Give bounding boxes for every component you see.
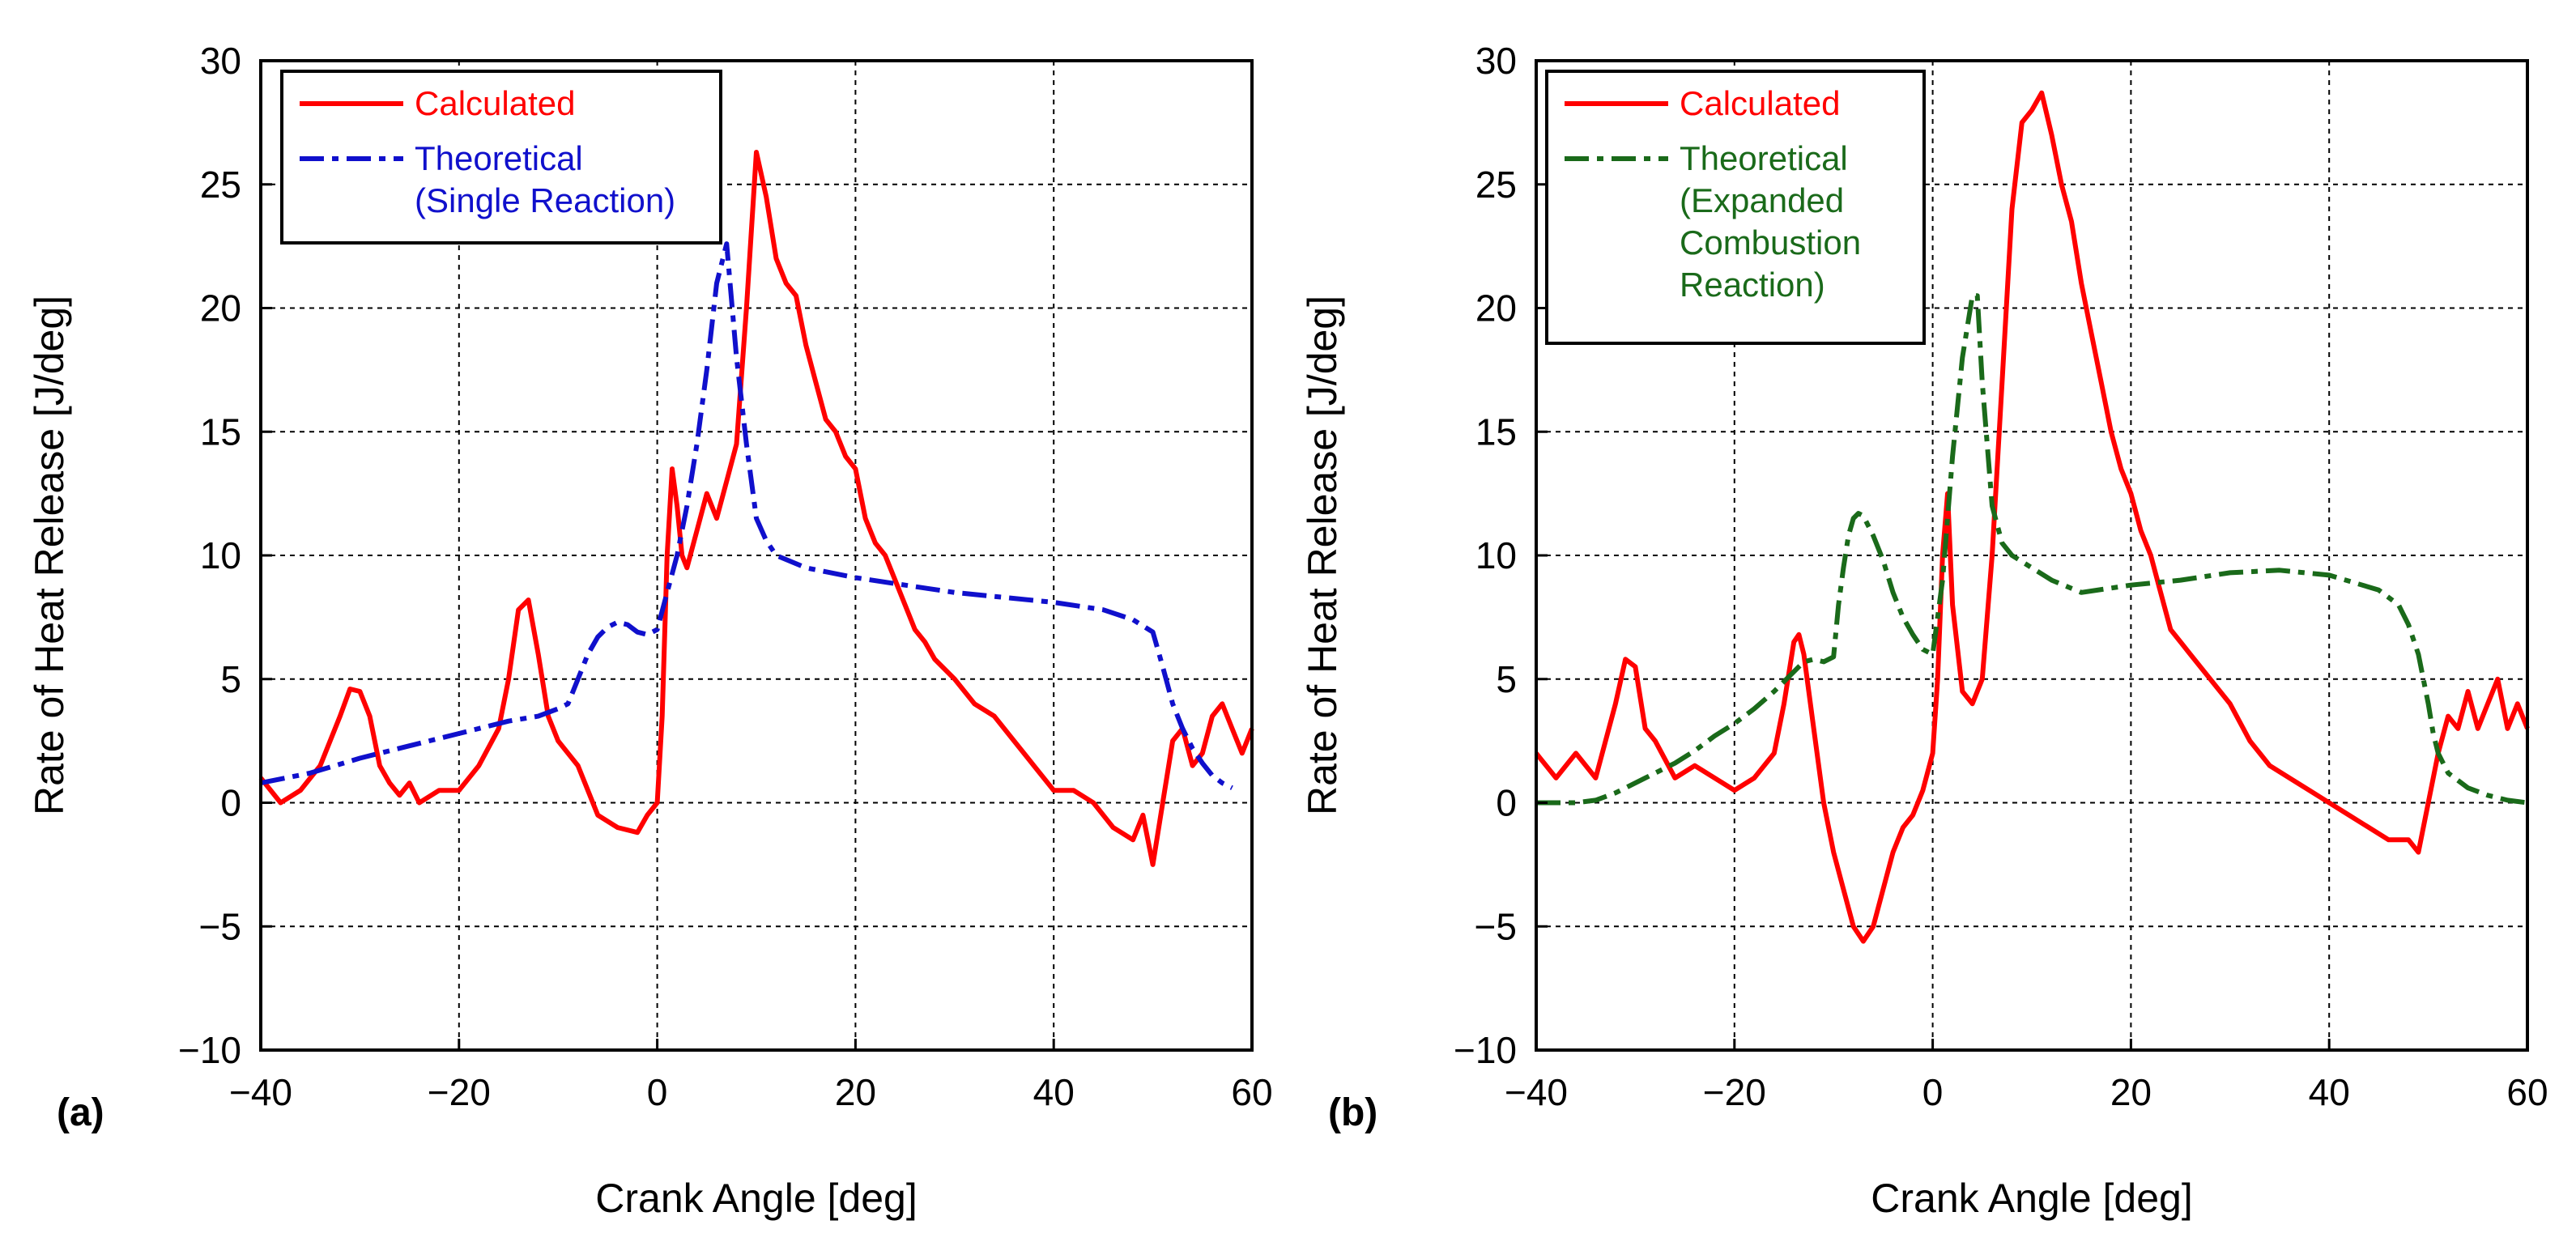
x-tick-label: 0 <box>1922 1071 1944 1113</box>
x-tick-label: −40 <box>229 1071 292 1113</box>
y-tick-label: 5 <box>220 658 241 700</box>
legend-label: (Single Reaction) <box>415 181 675 219</box>
y-tick-label: 5 <box>1496 658 1517 700</box>
y-tick-label: −5 <box>199 905 241 947</box>
legend: Calculated Theoretical (Single Reaction) <box>280 70 722 245</box>
y-tick-label: 10 <box>1475 534 1517 576</box>
series-line-calculated <box>258 150 1254 867</box>
y-tick-label: 0 <box>220 782 241 824</box>
legend-box <box>1545 70 1926 345</box>
x-tick-label: 60 <box>1231 1071 1272 1113</box>
x-axis-title: Crank Angle [deg] <box>1871 1176 2193 1221</box>
x-tick-label: 20 <box>2110 1071 2152 1113</box>
legend-label: Theoretical <box>1680 139 1848 177</box>
x-tick-label: −40 <box>1505 1071 1568 1113</box>
x-tick-label: 40 <box>2309 1071 2350 1113</box>
y-tick-label: 0 <box>1496 782 1517 824</box>
series-line-theoretical-expanded-combustion-reaction <box>1536 293 2528 806</box>
y-tick-label: −10 <box>178 1029 241 1071</box>
x-tick-label: 0 <box>647 1071 668 1113</box>
x-tick-label: −20 <box>428 1071 491 1113</box>
series-line-theoretical-single-reaction <box>260 241 1233 790</box>
x-axis-title: Crank Angle [deg] <box>595 1176 918 1221</box>
x-tick-label: −20 <box>1703 1071 1766 1113</box>
series-line-calculated <box>1534 90 2530 944</box>
legend: Calculated Theoretical (Expanded Combustion… <box>1545 70 1926 345</box>
y-tick-label: 10 <box>200 534 241 576</box>
x-tick-label: 20 <box>835 1071 876 1113</box>
legend-label: Combustion <box>1680 223 1861 262</box>
x-tick-label: 60 <box>2506 1071 2548 1113</box>
y-tick-label: 25 <box>200 164 241 206</box>
panel-a: −40 −20 0 20 40 60 −10 −5 0 5 10 15 20 25 30 Crank Angl… <box>27 40 1273 1221</box>
panel-label: (a) <box>57 1091 104 1134</box>
x-tick-label: 40 <box>1033 1071 1075 1113</box>
y-axis-title: Rate of Heat Release [J/deg] <box>1300 296 1345 815</box>
y-tick-label: 30 <box>200 40 241 82</box>
y-tick-label: 15 <box>200 410 241 453</box>
legend-label: Calculated <box>1680 84 1840 122</box>
legend-label: Reaction) <box>1680 266 1825 304</box>
legend-label: Theoretical <box>415 139 583 177</box>
y-tick-label: −10 <box>1454 1029 1517 1071</box>
panel-label: (b) <box>1328 1091 1377 1134</box>
y-axis-title: Rate of Heat Release [J/deg] <box>27 296 72 815</box>
panel-b: −40 −20 0 20 40 60 −10 −5 0 5 10 15 20 25 30 Crank Angl… <box>1300 40 2548 1221</box>
y-tick-label: 25 <box>1475 164 1517 206</box>
y-tick-label: 20 <box>200 287 241 330</box>
y-tick-label: −5 <box>1475 905 1517 947</box>
legend-label: (Expanded <box>1680 181 1844 219</box>
y-tick-label: 15 <box>1475 410 1517 453</box>
legend-label: Calculated <box>415 84 575 122</box>
y-tick-label: 20 <box>1475 287 1517 330</box>
y-tick-label: 30 <box>1475 40 1517 82</box>
